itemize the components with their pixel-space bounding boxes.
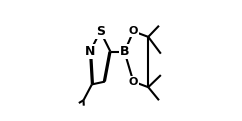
- Text: B: B: [120, 45, 129, 58]
- Text: O: O: [129, 77, 138, 87]
- Text: O: O: [129, 26, 138, 36]
- Text: S: S: [96, 25, 105, 38]
- Text: N: N: [85, 45, 95, 58]
